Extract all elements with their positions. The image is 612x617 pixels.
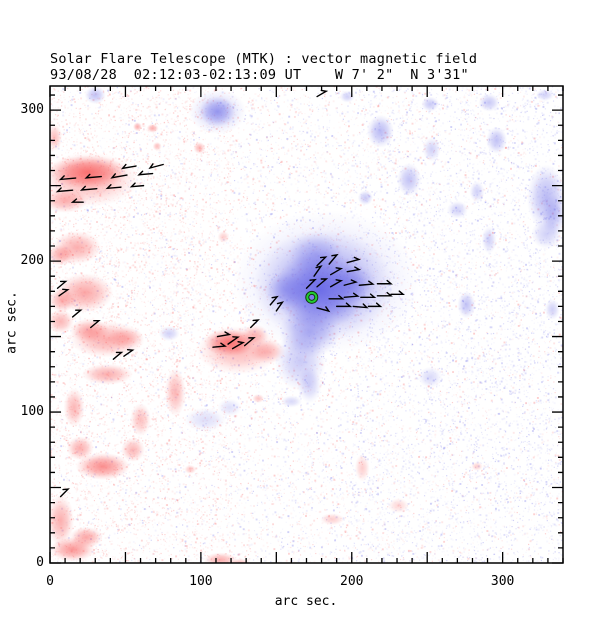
- x-tick-label: 0: [46, 574, 54, 589]
- x-tick-label: 100: [189, 574, 213, 589]
- y-tick-label: 300: [20, 102, 44, 118]
- y-axis-label: arc sec.: [4, 291, 20, 354]
- x-tick-label: 200: [340, 574, 364, 589]
- y-tick-label: 0: [36, 555, 44, 570]
- chart-subtitle: 93/08/28 02:12:03-02:13:09 UT W 7' 2" N …: [50, 67, 469, 83]
- y-tick-label: 100: [20, 404, 44, 420]
- y-tick-label: 200: [20, 253, 44, 269]
- x-axis-label: arc sec.: [274, 594, 338, 609]
- x-tick-label: 300: [490, 574, 515, 589]
- chart-title: Solar Flare Telescope (MTK) : vector mag…: [50, 51, 478, 67]
